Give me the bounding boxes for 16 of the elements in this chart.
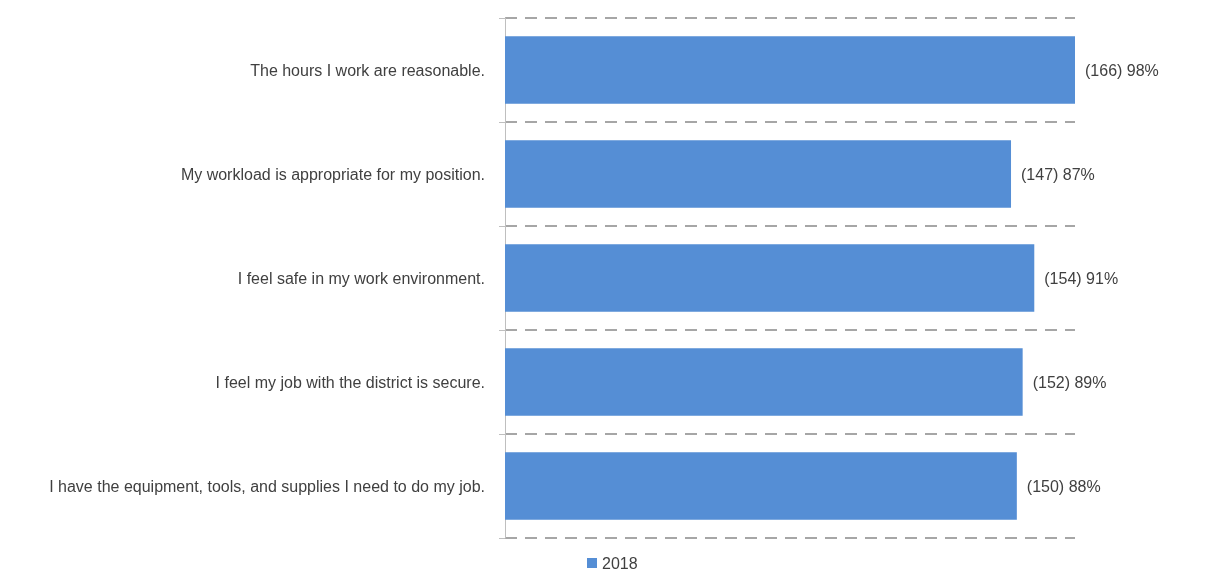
data-label: (147) 87% xyxy=(1021,165,1095,183)
legend-label: 2018 xyxy=(602,554,638,572)
y-tick-label: I feel safe in my work environment. xyxy=(237,269,485,287)
data-label: (154) 91% xyxy=(1044,269,1119,287)
bar xyxy=(505,348,1023,416)
y-tick-label: My workload is appropriate for my position. xyxy=(180,165,485,183)
y-tick-label: I feel my job with the district is secure. xyxy=(215,373,485,391)
data-label: (150) 88% xyxy=(1026,477,1101,495)
bar xyxy=(505,452,1017,520)
data-label: (152) 89% xyxy=(1032,373,1107,391)
bar xyxy=(505,36,1075,104)
y-tick-label: I have the equipment, tools, and supplies I need to do my job. xyxy=(49,477,485,495)
bar xyxy=(505,140,1012,208)
y-tick-label: The hours I work are reasonable. xyxy=(250,61,485,79)
data-label: (166) 98% xyxy=(1085,61,1159,79)
bar xyxy=(505,244,1035,312)
